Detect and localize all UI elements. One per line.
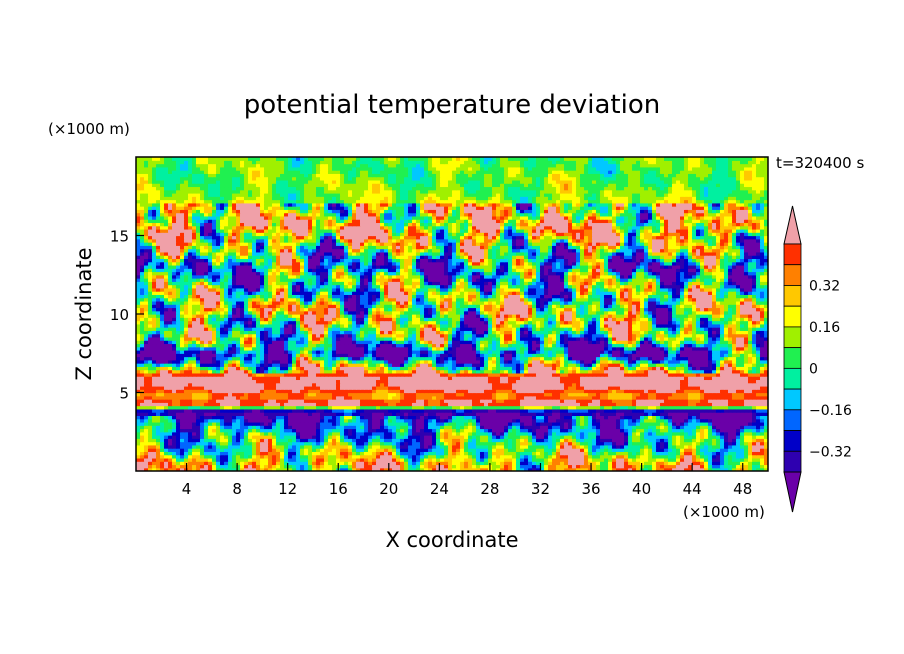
colorbar-extend-min (783, 471, 802, 513)
x-tick-label: 28 (480, 480, 499, 498)
x-tick-label: 40 (632, 480, 651, 498)
y-tick-label: 15 (110, 228, 129, 246)
colorbar-swatch (783, 409, 802, 431)
x-tick-label: 20 (379, 480, 398, 498)
colorbar-swatch (783, 326, 802, 349)
colorbar-swatch (783, 347, 802, 369)
x-axis: 4 8 12 16 20 24 28 32 36 40 44 48 (182, 463, 752, 498)
y-tick-label: 5 (119, 385, 129, 403)
colorbar-label: −0.32 (809, 444, 852, 460)
plot-area (136, 157, 768, 471)
x-tick-label: 36 (581, 480, 600, 498)
colorbar-label: 0 (809, 361, 818, 377)
y-axis-label: Z coordinate (72, 247, 96, 380)
x-tick-label: 8 (232, 480, 242, 498)
y-tick-label: 10 (110, 306, 129, 324)
x-tick-label: 12 (278, 480, 297, 498)
colorbar-swatch (783, 305, 802, 328)
colorbar-swatch (783, 285, 802, 307)
y-unit-label: (×1000 m) (48, 120, 130, 138)
contour-field (136, 157, 768, 471)
x-tick-label: 16 (329, 480, 348, 498)
colorbar-label: −0.16 (809, 403, 852, 419)
x-tick-label: 32 (531, 480, 550, 498)
chart-title: potential temperature deviation (244, 90, 660, 120)
x-tick-label: 48 (733, 480, 752, 498)
colorbar-swatch (783, 367, 802, 390)
time-label: t=320400 s (776, 154, 864, 172)
y-axis: 5 10 15 (110, 228, 144, 403)
x-axis-label: X coordinate (385, 528, 518, 552)
colorbar-extend-max (783, 205, 802, 245)
colorbar: 0.32 0.16 0 −0.16 −0.32 (783, 205, 852, 513)
colorbar-swatch (783, 243, 802, 266)
x-tick-label: 44 (683, 480, 702, 498)
colorbar-swatch (783, 264, 802, 286)
colorbar-label: 0.16 (809, 320, 840, 336)
x-tick-label: 4 (182, 480, 192, 498)
colorbar-swatch (783, 430, 802, 452)
colorbar-swatch (783, 388, 802, 411)
colorbar-swatch (783, 450, 802, 473)
x-unit-label: (×1000 m) (683, 503, 765, 521)
x-tick-label: 24 (430, 480, 449, 498)
colorbar-label: 0.32 (809, 278, 840, 294)
